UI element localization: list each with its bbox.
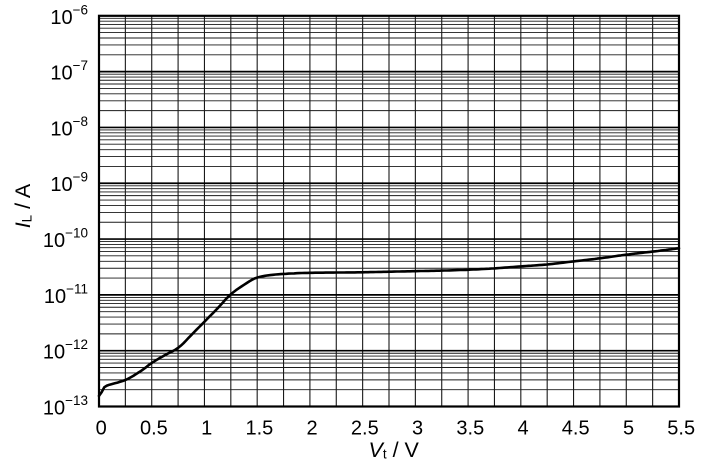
svg-text:4.5: 4.5 <box>562 418 590 440</box>
svg-text:Vt / V: Vt / V <box>369 438 420 462</box>
svg-text:5.5: 5.5 <box>667 418 695 440</box>
svg-text:0: 0 <box>96 418 107 440</box>
svg-text:3.5: 3.5 <box>456 418 484 440</box>
svg-text:4: 4 <box>517 418 528 440</box>
svg-text:5: 5 <box>623 418 634 440</box>
svg-text:2.5: 2.5 <box>351 418 379 440</box>
svg-text:1.5: 1.5 <box>245 418 273 440</box>
svg-text:3: 3 <box>412 418 423 440</box>
svg-text:0.5: 0.5 <box>140 418 168 440</box>
svg-text:2: 2 <box>307 418 318 440</box>
svg-text:1: 1 <box>201 418 212 440</box>
svg-text:IL / A: IL / A <box>11 183 35 228</box>
